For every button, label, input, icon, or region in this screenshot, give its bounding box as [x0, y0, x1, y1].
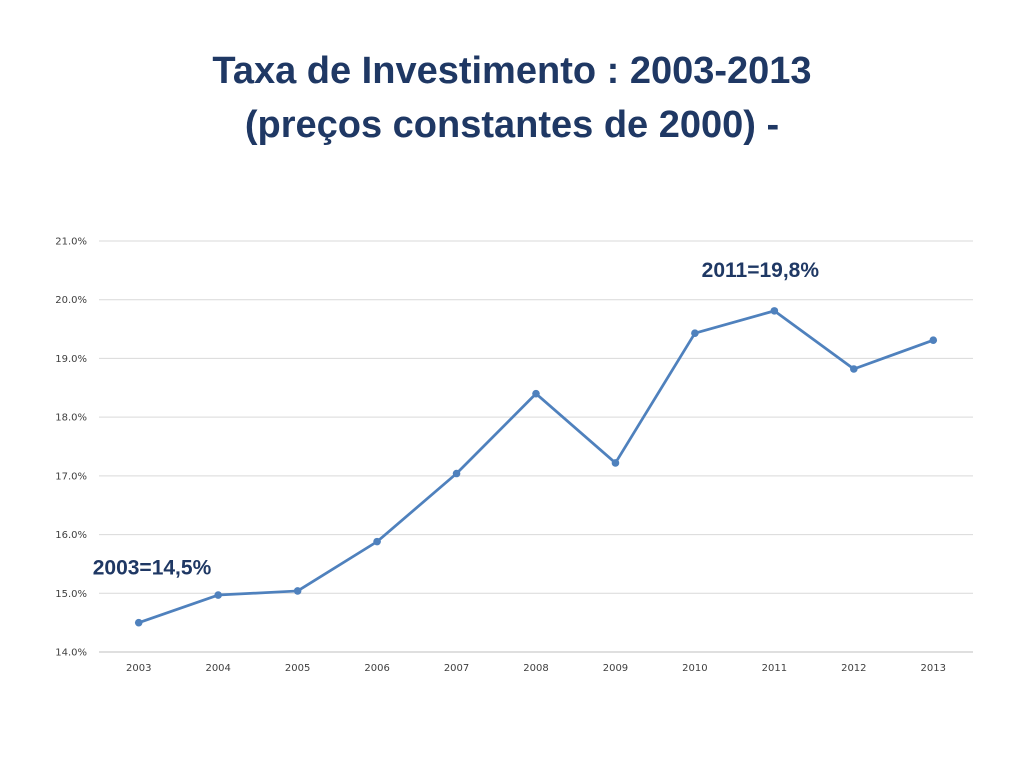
data-point [611, 459, 620, 467]
x-tick-label: 2007 [444, 663, 469, 674]
y-tick-label: 15.0% [55, 589, 87, 600]
y-tick-label: 21.0% [55, 237, 87, 248]
y-tick-label: 16.0% [55, 530, 87, 541]
y-tick-label: 19.0% [55, 354, 87, 365]
x-tick-label: 2003 [126, 663, 151, 674]
data-point [293, 587, 302, 595]
annotation-label: 2003=14,5% [93, 557, 212, 580]
data-point [452, 469, 461, 478]
slide-title-line-1: Taxa de Investimento : 2003-2013 [212, 50, 812, 92]
data-point [691, 329, 699, 337]
data-point [850, 365, 858, 373]
data-point [929, 336, 938, 345]
x-axis-tick-labels: 2003 2004 2005 2006 2007 2008 2009 2010 2011 2012… [126, 663, 946, 674]
series-line [137, 309, 935, 625]
y-axis-tick-labels: 14.0% 15.0% 16.0% 17.0% 18.0% 19.0% 20.0% 21.0% [55, 237, 87, 659]
gridlines [99, 240, 973, 653]
x-tick-label: 2005 [285, 663, 310, 674]
x-tick-label: 2006 [364, 663, 389, 674]
x-tick-label: 2013 [921, 663, 946, 674]
data-point [532, 389, 540, 398]
annotations: 2003=14,5% 2011=19,8% [93, 259, 820, 580]
y-tick-label: 20.0% [55, 295, 87, 306]
series-layer [134, 307, 938, 627]
x-tick-label: 2004 [205, 663, 230, 674]
x-tick-label: 2009 [603, 663, 628, 674]
data-point [134, 618, 143, 627]
data-point [373, 537, 381, 546]
slide-title: Taxa de Investimento : 2003-2013 (preços… [0, 44, 1024, 152]
data-point [770, 307, 779, 315]
y-tick-label: 14.0% [55, 648, 87, 659]
x-tick-label: 2010 [682, 663, 707, 674]
slide-title-line-2: (preços constantes de 2000) - [244, 104, 780, 146]
data-point [214, 591, 222, 599]
x-tick-label: 2011 [762, 663, 787, 674]
x-tick-label: 2012 [841, 663, 866, 674]
annotation-label: 2011=19,8% [702, 259, 820, 282]
y-tick-label: 17.0% [55, 471, 87, 482]
y-tick-label: 18.0% [55, 413, 87, 424]
x-tick-label: 2008 [523, 663, 548, 674]
